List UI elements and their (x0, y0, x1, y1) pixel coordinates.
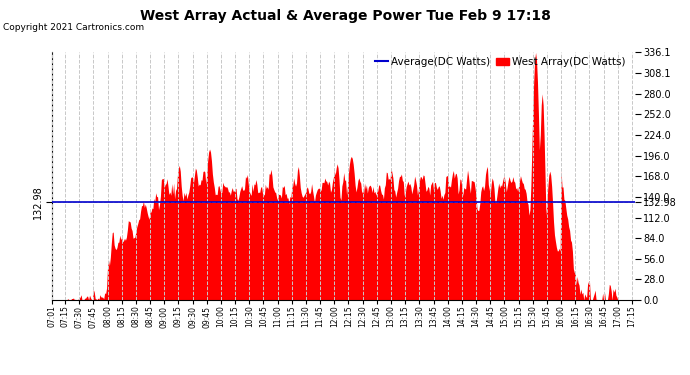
Text: West Array Actual & Average Power Tue Feb 9 17:18: West Array Actual & Average Power Tue Fe… (139, 9, 551, 23)
Text: Copyright 2021 Cartronics.com: Copyright 2021 Cartronics.com (3, 22, 145, 32)
Legend: Average(DC Watts), West Array(DC Watts): Average(DC Watts), West Array(DC Watts) (371, 53, 629, 71)
